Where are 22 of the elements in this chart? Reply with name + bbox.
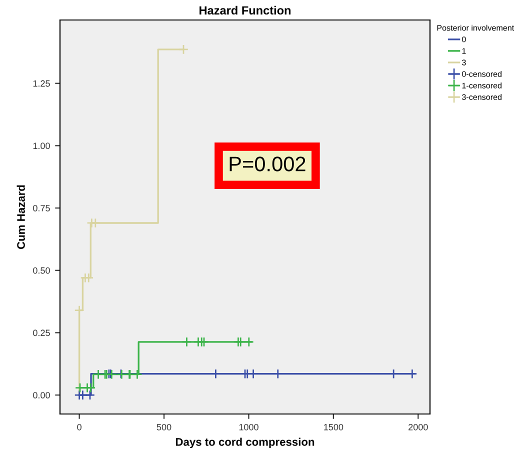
legend-label: 3-censored bbox=[462, 94, 502, 100]
legend-label: 1 bbox=[462, 48, 466, 54]
legend-title: Posterior involvement bbox=[437, 24, 514, 31]
legend-label: 0-censored bbox=[462, 70, 502, 77]
x-tick-label: 1000 bbox=[239, 424, 258, 430]
x-axis-title: Days to cord compression bbox=[176, 438, 314, 448]
y-tick-label: 0.50 bbox=[33, 267, 50, 274]
annotation: P=0.002 bbox=[230, 156, 306, 172]
x-tick-label: 0 bbox=[77, 424, 82, 430]
y-tick-label: 1.25 bbox=[33, 80, 50, 87]
x-tick-label: 2000 bbox=[408, 424, 428, 430]
legend-label: 0 bbox=[462, 36, 466, 42]
legend-label: 3 bbox=[462, 60, 466, 66]
legend-label: 1-censored bbox=[462, 82, 502, 88]
y-tick-label: 0.25 bbox=[33, 330, 50, 336]
y-tick-label: 0.00 bbox=[33, 392, 50, 398]
y-tick-label: 1.00 bbox=[33, 142, 50, 150]
x-tick-label: 500 bbox=[156, 424, 172, 430]
y-tick-label: 0.75 bbox=[33, 204, 50, 212]
x-tick-label: 1500 bbox=[324, 424, 344, 430]
y-axis-title: Cum Hazard bbox=[16, 185, 25, 249]
chart-title: Hazard Function bbox=[200, 6, 291, 15]
